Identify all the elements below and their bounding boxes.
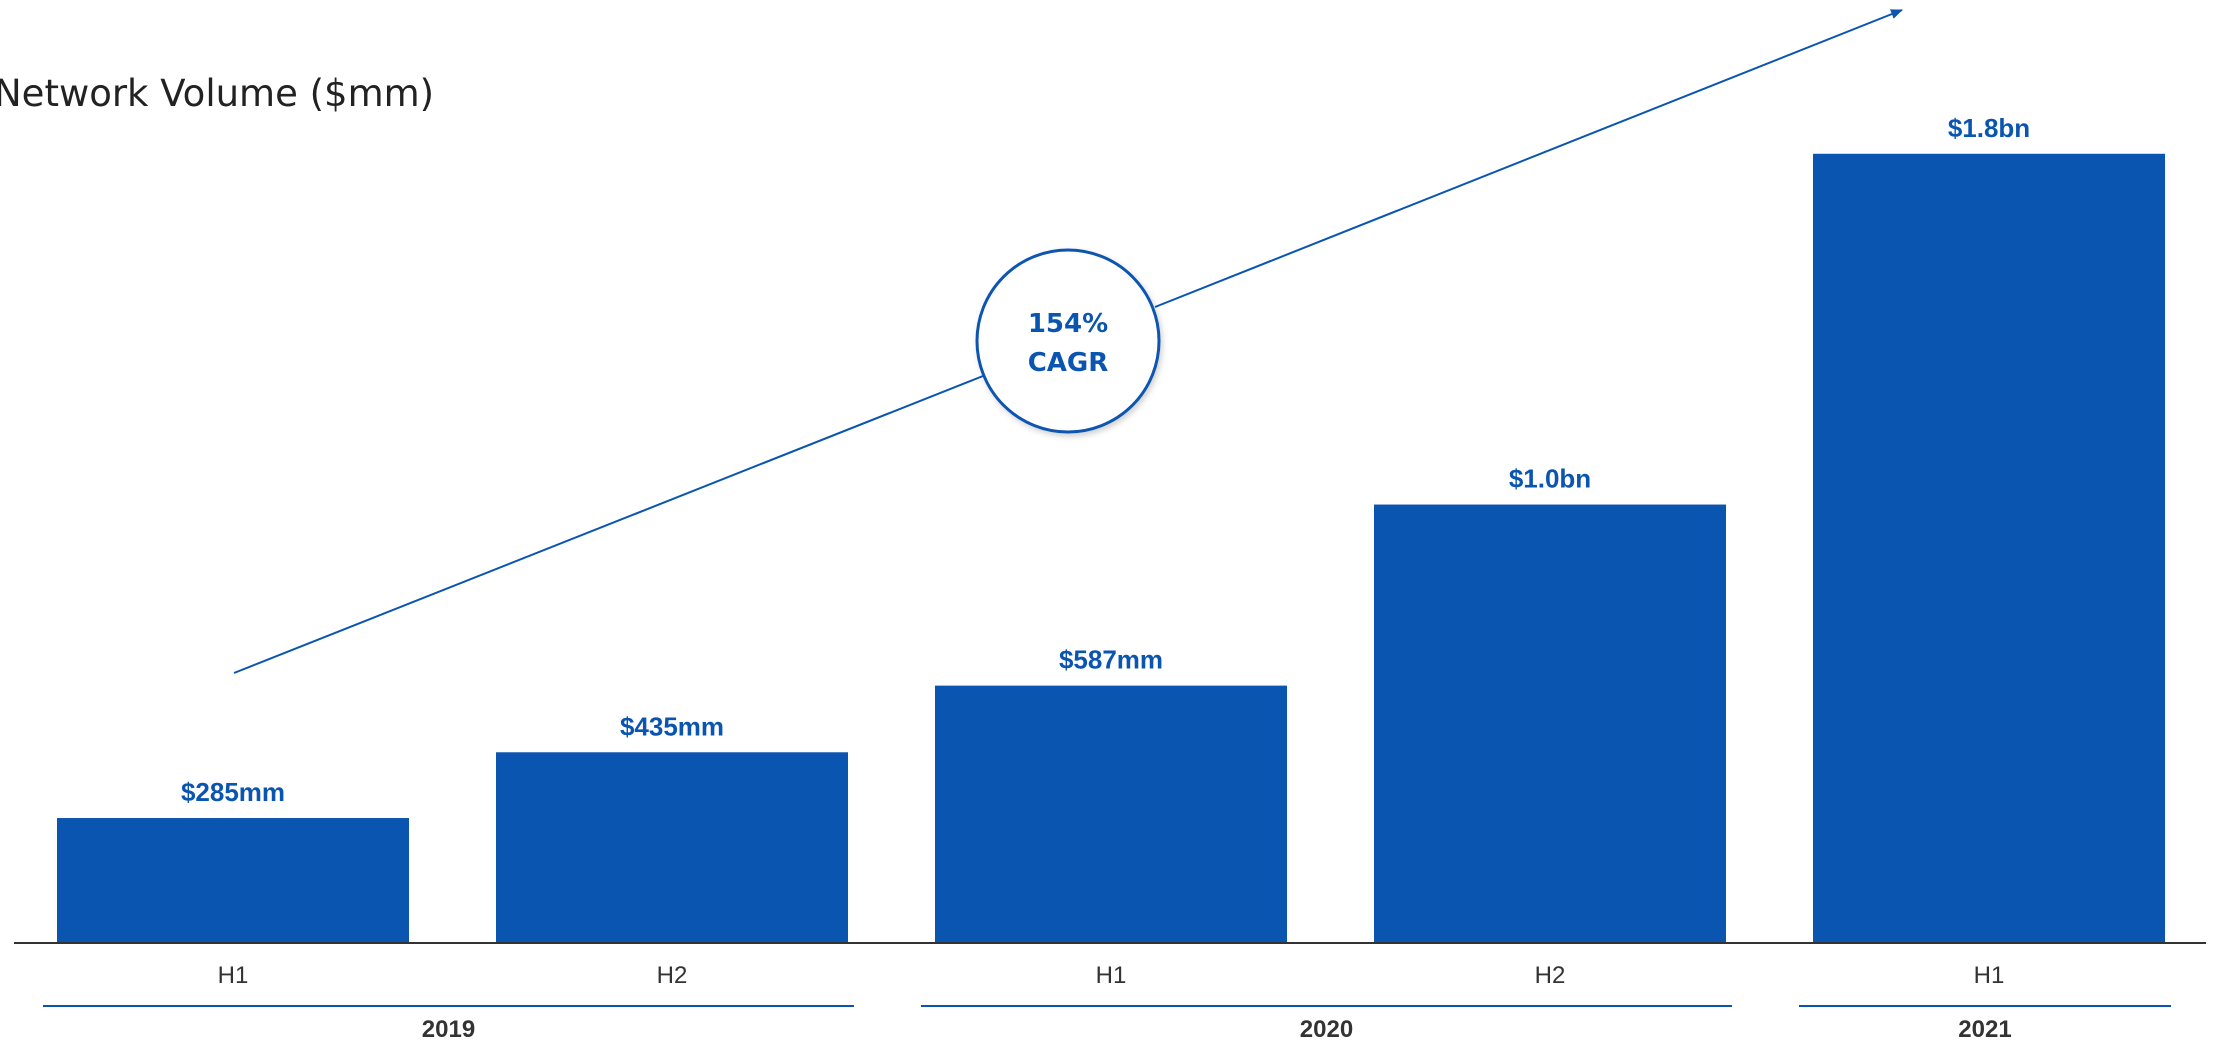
year-groups: 2019 2020 2021 xyxy=(43,1005,2171,1043)
category-label-1: H1 xyxy=(218,962,249,989)
value-labels: $285mm $435mm $587mm $1.0bn $1.8bn xyxy=(181,113,2030,807)
bars xyxy=(57,153,2165,943)
bar-value-label-3: $587mm xyxy=(1059,645,1163,675)
year-group-label-3: 2021 xyxy=(1958,1016,2011,1043)
category-label-5: H1 xyxy=(1974,962,2005,989)
cagr-badge: 154% CAGR xyxy=(975,248,1161,434)
bar-1 xyxy=(57,818,409,943)
category-label-4: H2 xyxy=(1535,962,1566,989)
category-label-3: H1 xyxy=(1096,962,1127,989)
bar-value-label-4: $1.0bn xyxy=(1509,464,1591,494)
category-label-2: H2 xyxy=(657,962,688,989)
bar-value-label-1: $285mm xyxy=(181,777,285,807)
bar-5 xyxy=(1813,153,2165,943)
year-group-label-1: 2019 xyxy=(422,1016,475,1043)
category-labels: H1 H2 H1 H2 H1 xyxy=(218,962,2005,989)
bar-value-label-5: $1.8bn xyxy=(1948,113,2030,143)
year-group-label-2: 2020 xyxy=(1300,1016,1353,1043)
cagr-trend-arrow xyxy=(1154,9,1903,308)
cagr-percent: 154% xyxy=(1028,309,1108,339)
chart-title: Network Volume ($mm) xyxy=(0,72,434,115)
cagr-trend-line xyxy=(233,375,984,674)
bar-value-label-2: $435mm xyxy=(620,711,724,741)
cagr-circle xyxy=(975,248,1161,434)
bar-2 xyxy=(496,752,848,943)
bar-4 xyxy=(1374,504,1726,943)
bar-3 xyxy=(935,685,1287,943)
cagr-label: CAGR xyxy=(1028,348,1109,378)
